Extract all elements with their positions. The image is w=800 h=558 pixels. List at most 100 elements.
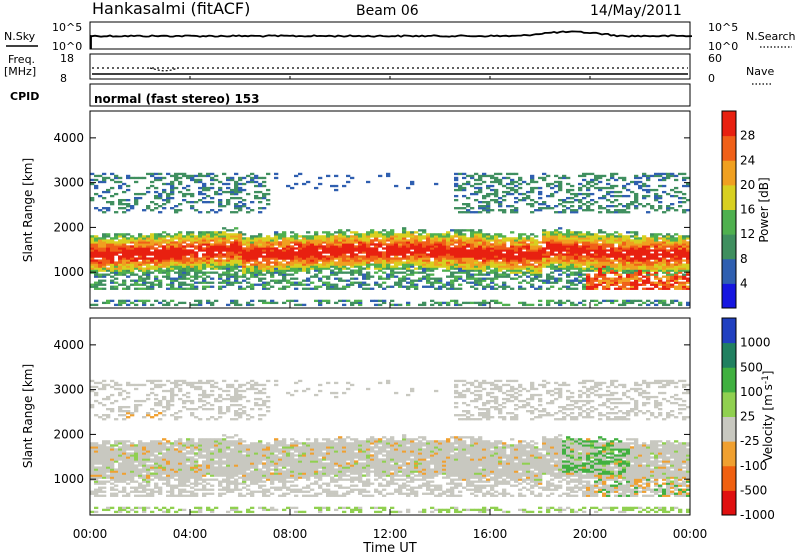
power-cell [178, 251, 182, 253]
power-cell [266, 189, 270, 191]
power-cell [198, 272, 202, 274]
power-cell [214, 237, 218, 239]
velocity-cell [154, 380, 158, 382]
power-cell [662, 237, 666, 239]
power-cell [318, 267, 322, 269]
power-cell [610, 300, 614, 302]
power-cell [530, 247, 534, 249]
power-cell [682, 243, 686, 245]
power-cell [110, 270, 114, 272]
power-cell [470, 270, 474, 272]
power-cell [174, 267, 178, 269]
power-cell [490, 278, 494, 280]
power-cell [642, 267, 646, 269]
power-cell [114, 263, 118, 265]
power-cell [234, 276, 238, 278]
power-cell [498, 274, 502, 276]
power-cell [534, 278, 538, 280]
power-cell [590, 247, 594, 249]
power-cell [294, 235, 298, 237]
power-cell [454, 229, 458, 231]
power-cell [634, 183, 638, 185]
velocity-cell [134, 507, 138, 509]
power-cell [486, 243, 490, 245]
power-cell [522, 239, 526, 241]
power-cell [666, 193, 670, 195]
power-cell [622, 241, 626, 243]
nsearch-label: N.Search [746, 30, 796, 43]
power-cell [94, 179, 98, 181]
power-cell [238, 237, 242, 239]
velocity-cell [130, 481, 134, 483]
power-cell [462, 235, 466, 237]
power-cell [334, 302, 338, 304]
power-cell [174, 205, 178, 207]
power-cell [294, 304, 298, 306]
power-cell [514, 259, 518, 261]
power-cell [294, 251, 298, 253]
power-cell [654, 274, 658, 276]
power-cell [194, 276, 198, 278]
power-cell [114, 241, 118, 243]
power-cell [494, 181, 498, 183]
power-cell [342, 239, 346, 241]
power-cell [122, 183, 126, 185]
power-cell [394, 267, 398, 269]
power-cell [198, 304, 202, 306]
power-cell [242, 233, 246, 235]
power-cell [302, 241, 306, 243]
velocity-cell [90, 511, 94, 513]
power-cell [330, 270, 334, 272]
power-cell [258, 237, 262, 239]
power-cell [518, 245, 522, 247]
power-cell [190, 304, 194, 306]
power-cell [230, 267, 234, 269]
power-cell [150, 241, 154, 243]
power-cell [630, 231, 634, 233]
velocity-cell [110, 468, 114, 470]
power-cell [394, 237, 398, 239]
power-cell [162, 265, 166, 267]
power-cell [470, 257, 474, 259]
power-cell [474, 253, 478, 255]
power-cell [582, 288, 586, 290]
velocity-cell [102, 418, 106, 420]
power-cell [158, 241, 162, 243]
power-cell [502, 286, 506, 288]
power-cell [486, 195, 490, 197]
power-cell [494, 179, 498, 181]
power-cell [378, 261, 382, 263]
power-cell [310, 288, 314, 290]
power-cell [302, 257, 306, 259]
power-cell [110, 257, 114, 259]
velocity-cell [114, 472, 118, 474]
power-cell [530, 257, 534, 259]
power-cell [350, 231, 354, 233]
power-cell [158, 239, 162, 241]
power-cell [594, 183, 598, 185]
power-cell [462, 261, 466, 263]
power-cell [190, 239, 194, 241]
power-cell [142, 251, 146, 253]
power-cell [142, 270, 146, 272]
power-cell [418, 304, 422, 306]
power-cell [458, 288, 462, 290]
velocity-cell [142, 448, 146, 450]
power-cell [534, 274, 538, 276]
power-cell [230, 300, 234, 302]
power-cell [654, 286, 658, 288]
power-cell [554, 280, 558, 282]
power-cell [190, 251, 194, 253]
power-cell [486, 245, 490, 247]
power-cell [646, 270, 650, 272]
power-cell [430, 304, 434, 306]
power-cell [454, 233, 458, 235]
power-cell [574, 199, 578, 201]
power-cell [506, 253, 510, 255]
power-cell [518, 259, 522, 261]
power-cell [370, 239, 374, 241]
power-cell [182, 267, 186, 269]
power-cell [578, 247, 582, 249]
velocity-cell [114, 495, 118, 497]
power-cell [678, 261, 682, 263]
